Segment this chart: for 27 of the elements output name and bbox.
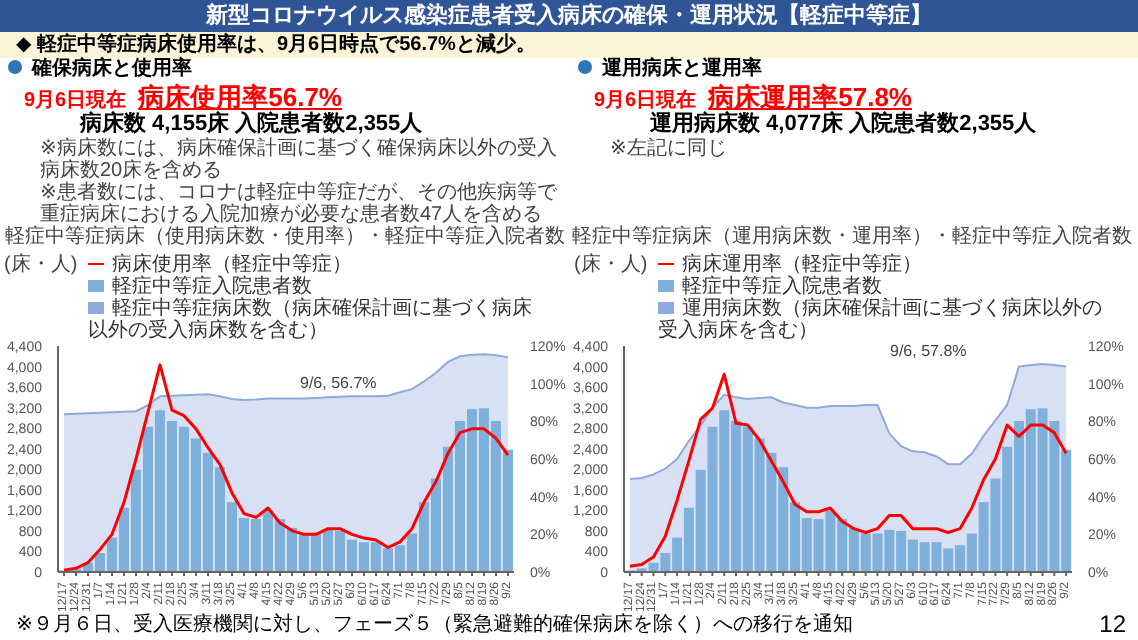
text: ※９月６日、受入医療機関に対し、フェーズ５（緊急避難的確保病床を除く）への移行を通知 xyxy=(16,614,853,636)
text: 運用病床数 4,077床 入院患者数2,355人 xyxy=(648,112,1039,137)
y-axis-title: (床・人) xyxy=(574,251,648,278)
text: 新型コロナウイルス感染症患者受入病床の確保・運用状況【軽症中等症】 xyxy=(0,0,1138,32)
text: 運用病床と運用率 xyxy=(600,58,764,82)
legend-label: 軽症中等症病床数（病床確保計画に基づく病床以外の受入病床数を含む） xyxy=(88,298,532,342)
legend-label: 運用病床数（病床確保計画に基づく病床以外の受入病床を含む） xyxy=(658,298,1102,342)
annotation: 9/6, 56.7% xyxy=(300,374,377,392)
text: 確保病床と使用率 xyxy=(29,58,194,82)
text: 病床使用率56.7% xyxy=(138,82,342,112)
legend-label: 軽症中等症入院患者数 xyxy=(682,276,882,298)
legend-label: 病床運用率（軽症中等症） xyxy=(682,254,922,276)
text: ※左記に同じ xyxy=(610,138,729,160)
text: 病床運用率57.8% xyxy=(708,82,912,112)
text: 病床数 4,155床 入院患者数2,355人 xyxy=(77,112,425,137)
text: 9月6日現在 xyxy=(594,90,697,112)
chart-title: 軽症中等症病床（使用病床数・使用率）・軽症中等症入院者数 xyxy=(3,226,567,250)
y-axis-title: (床・人) xyxy=(4,251,78,278)
annotation: 9/6, 57.8% xyxy=(890,342,967,360)
legend-label: 軽症中等症入院患者数 xyxy=(112,276,312,298)
text: ◆ 軽症中等症病床使用率は、9月6日時点で56.7%と減少。 xyxy=(0,32,1138,58)
text: ※病床数には、病床確保計画に基づく確保病床以外の受入病床数20床を含める xyxy=(40,138,559,182)
text: 9月6日現在 xyxy=(24,90,127,112)
text: ※患者数には、コロナは軽症中等症だが、その他疾病等で重症病床における入院加療が必要な患者数47人を含める xyxy=(40,182,559,226)
text: 12 xyxy=(1099,610,1126,638)
legend-label: 病床使用率（軽症中等症） xyxy=(112,254,352,276)
chart-title: 軽症中等症病床（運用病床数・運用率）・軽症中等症入院者数 xyxy=(570,226,1134,250)
